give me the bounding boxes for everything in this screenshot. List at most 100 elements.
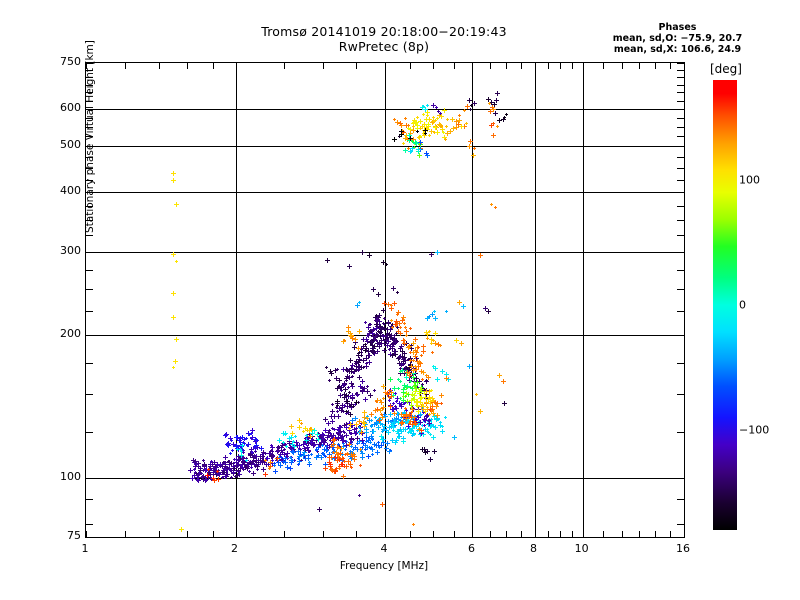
data-point [391, 323, 394, 326]
data-point [396, 356, 401, 361]
data-point [359, 448, 362, 451]
data-point [395, 400, 398, 403]
data-point [315, 432, 320, 437]
axis-tick-x [86, 531, 87, 537]
data-point [399, 380, 402, 383]
data-point [305, 445, 310, 450]
data-point [254, 462, 259, 467]
data-point [486, 97, 491, 102]
data-point [342, 442, 345, 445]
data-point [431, 351, 434, 354]
data-point [483, 306, 488, 311]
data-point [399, 397, 402, 400]
data-point [434, 119, 437, 122]
data-point [284, 443, 287, 446]
data-point [438, 123, 443, 128]
axis-tick-x [560, 531, 561, 537]
data-point [338, 456, 341, 459]
data-point [388, 412, 393, 417]
data-point [362, 410, 367, 415]
data-point [352, 369, 357, 374]
data-point [264, 459, 267, 462]
data-point [348, 422, 353, 427]
data-point [391, 424, 396, 429]
data-point [419, 428, 424, 433]
data-point [297, 443, 302, 448]
data-point [396, 322, 399, 325]
data-point [423, 420, 426, 423]
colorbar[interactable]: 100 0 −100 [713, 80, 737, 530]
data-point [329, 414, 334, 419]
data-point [406, 418, 411, 423]
data-point [340, 438, 345, 443]
data-point [248, 451, 253, 456]
data-point [349, 456, 354, 461]
data-point [261, 458, 266, 463]
data-point [344, 448, 347, 451]
data-point [253, 437, 258, 442]
data-point [402, 363, 405, 366]
data-point [422, 113, 425, 116]
data-point [329, 432, 332, 435]
data-point [370, 348, 375, 353]
axis-tick-x [655, 531, 656, 537]
data-point [240, 464, 243, 467]
data-point [391, 286, 396, 291]
data-point [397, 387, 400, 390]
data-point [246, 466, 249, 469]
data-point [225, 442, 230, 447]
data-point [344, 433, 349, 438]
data-point [401, 436, 406, 441]
data-point [208, 462, 213, 467]
data-point [434, 404, 439, 409]
data-point [275, 456, 280, 461]
data-point [423, 128, 428, 133]
axis-tick-x [655, 63, 656, 69]
axis-tick-x [323, 63, 324, 69]
data-point [419, 369, 424, 374]
data-point [418, 400, 423, 405]
data-point [496, 125, 499, 128]
data-point [409, 346, 414, 351]
data-point [307, 434, 312, 439]
data-point [422, 122, 427, 127]
data-point [238, 436, 243, 441]
data-point [419, 395, 424, 400]
data-point [224, 465, 227, 468]
data-point [426, 375, 431, 380]
data-point [350, 396, 355, 401]
data-point [401, 419, 406, 424]
data-point [352, 448, 355, 451]
data-point [338, 451, 343, 456]
data-point [371, 327, 376, 332]
data-point [394, 416, 399, 421]
data-point [424, 400, 429, 405]
data-point [418, 412, 423, 417]
data-point [428, 457, 433, 462]
colorbar-gradient [713, 80, 737, 530]
data-point [378, 343, 381, 346]
data-point [216, 472, 219, 475]
plot-area[interactable]: Stationary phase Virtual Height [km] [85, 62, 685, 538]
data-point [320, 441, 323, 444]
data-point [418, 387, 423, 392]
data-point [403, 322, 406, 325]
data-point [368, 446, 371, 449]
data-point [390, 304, 393, 307]
data-point [373, 315, 378, 320]
data-point [371, 437, 374, 440]
data-point [404, 117, 407, 120]
data-point [430, 120, 435, 125]
data-point [397, 436, 400, 439]
data-point [267, 451, 272, 456]
data-point [333, 443, 336, 446]
data-point [349, 452, 354, 457]
data-point [333, 451, 336, 454]
data-point [404, 366, 409, 371]
data-point [347, 369, 352, 374]
data-point [227, 460, 230, 463]
data-point [431, 119, 436, 124]
data-point [356, 360, 361, 365]
data-point [305, 438, 310, 443]
data-point [373, 389, 376, 392]
